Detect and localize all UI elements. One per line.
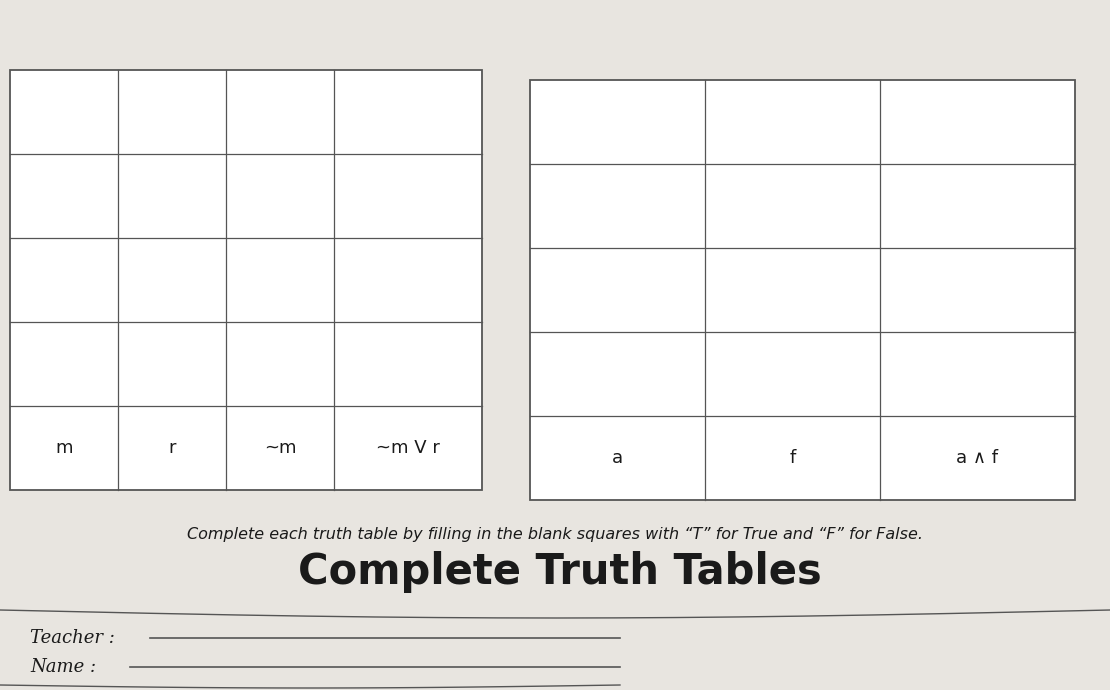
Text: Complete Truth Tables: Complete Truth Tables — [299, 551, 821, 593]
Text: Teacher :: Teacher : — [30, 629, 114, 647]
Bar — [529, 80, 1074, 500]
Bar — [10, 70, 482, 490]
Text: m: m — [56, 439, 73, 457]
Text: ~m V r: ~m V r — [376, 439, 440, 457]
Text: r: r — [169, 439, 175, 457]
Text: ~m: ~m — [264, 439, 296, 457]
Text: f: f — [789, 449, 796, 467]
Text: Name :: Name : — [30, 658, 97, 676]
Text: a ∧ f: a ∧ f — [957, 449, 999, 467]
Text: Complete each truth table by filling in the blank squares with “T” for True and : Complete each truth table by filling in … — [186, 527, 924, 542]
Text: a: a — [612, 449, 623, 467]
